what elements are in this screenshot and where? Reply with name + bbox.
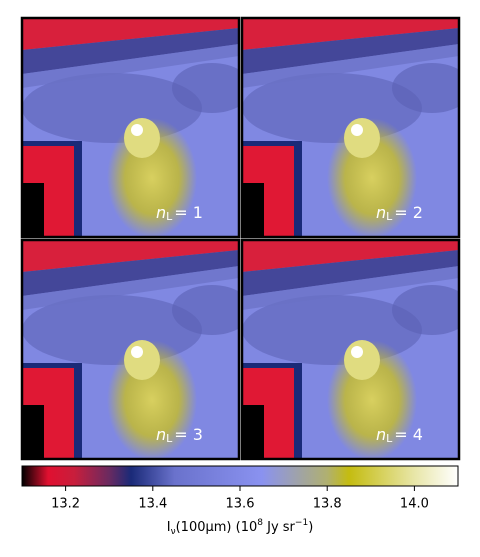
colorbar-label: Iν(100μm) (108 Jy sr−1) xyxy=(167,518,314,537)
panel-frame xyxy=(20,238,241,461)
panel-image xyxy=(242,18,472,238)
panel: nL = 1 xyxy=(20,16,252,239)
panel-label: nL = 3 xyxy=(156,425,203,446)
label-symbol: n xyxy=(376,203,386,222)
panel-frame xyxy=(240,238,461,461)
label-part: 8 xyxy=(257,518,263,528)
tick-label: 14.0 xyxy=(400,497,429,512)
colorbar-ticks: 13.2 13.4 13.6 13.8 14.0 xyxy=(51,486,429,512)
tick-label: 13.8 xyxy=(313,497,342,512)
label-equals: = 2 xyxy=(394,203,423,222)
label-subscript: L xyxy=(166,210,173,223)
label-part: (100μm) (10 xyxy=(176,520,258,535)
label-symbol: n xyxy=(156,425,166,444)
panel: nL = 2 xyxy=(240,16,472,239)
panel-label: nL = 2 xyxy=(376,203,423,224)
label-equals: = 1 xyxy=(174,203,203,222)
tick-label: 13.6 xyxy=(226,497,255,512)
label-symbol: n xyxy=(376,425,386,444)
tick-label: 13.2 xyxy=(51,497,80,512)
panel-frame xyxy=(240,16,461,239)
panels: nL = 1 nL = 2nL = 3 nL = 4 xyxy=(20,16,472,461)
label-part: I xyxy=(167,520,171,535)
tick-label: 13.4 xyxy=(138,497,167,512)
panel-frame xyxy=(20,16,241,239)
panel: nL = 3 xyxy=(20,238,252,461)
label-equals: = 4 xyxy=(394,425,423,444)
label-equals: = 3 xyxy=(174,425,203,444)
label-subscript: L xyxy=(386,432,393,445)
panel: nL = 4 xyxy=(240,238,472,461)
panel-image xyxy=(242,240,472,460)
label-symbol: n xyxy=(156,203,166,222)
label-part: ν xyxy=(171,527,176,537)
panel-image xyxy=(22,18,252,238)
label-part: −1 xyxy=(295,518,308,528)
panel-image xyxy=(22,240,252,460)
label-subscript: L xyxy=(386,210,393,223)
label-part: Jy sr xyxy=(263,520,296,535)
colorbar xyxy=(21,465,459,487)
label-part: ) xyxy=(308,520,313,535)
panel-label: nL = 4 xyxy=(376,425,423,446)
panel-label: nL = 1 xyxy=(156,203,203,224)
label-subscript: L xyxy=(166,432,173,445)
